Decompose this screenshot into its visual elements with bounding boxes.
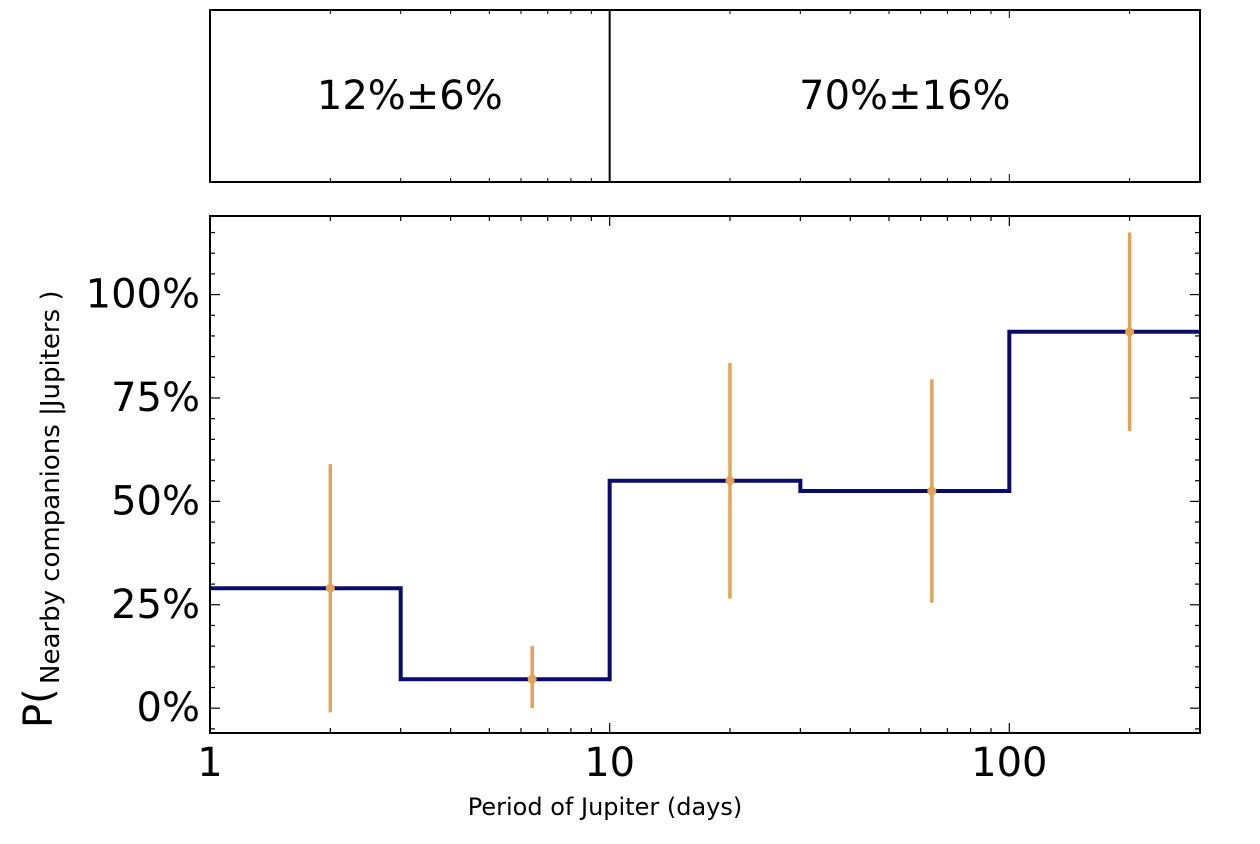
y-tick-labels: 0% 25% 50% 75% 100%: [86, 272, 200, 732]
data-point: [725, 476, 735, 486]
y-axis-label-main: P(: [16, 688, 62, 728]
y-tick-label: 0%: [137, 685, 200, 731]
x-tick-labels: 1 10 100: [197, 740, 1047, 786]
summary-cell-short-period: 12%±6%: [317, 73, 503, 119]
y-axis-label: P( Nearby companions |Jupiters ): [16, 290, 66, 728]
y-tick-label: 100%: [86, 272, 200, 318]
x-tick-label: 10: [584, 740, 635, 786]
y-axis-label-subscript: Nearby companions |Jupiters ): [36, 290, 66, 684]
summary-cell-long-period: 70%±16%: [799, 73, 1010, 119]
summary-panel-ticks: [209, 10, 1201, 182]
step-series-line: [210, 329, 1200, 682]
main-plot-panel: 0% 25% 50% 75% 100% 1 10 100 Period of Jupiter…: [16, 215, 1201, 821]
main-axis-ticks: [209, 216, 1201, 733]
data-point: [527, 674, 537, 684]
y-tick-label: 25%: [111, 582, 200, 628]
x-tick-label: 1: [197, 740, 222, 786]
data-point: [325, 583, 335, 593]
y-tick-label: 75%: [111, 375, 200, 421]
error-bars: [325, 232, 1135, 713]
summary-panel-frame: [209, 9, 1201, 183]
y-tick-label: 50%: [111, 478, 200, 524]
data-point: [927, 486, 937, 496]
main-plot-frame: [209, 215, 1201, 734]
x-tick-label: 100: [971, 740, 1047, 786]
data-point: [1125, 327, 1135, 337]
bin-summary-panel: 12%±6% 70%±16%: [209, 9, 1201, 183]
x-axis-label: Period of Jupiter (days): [468, 793, 742, 821]
